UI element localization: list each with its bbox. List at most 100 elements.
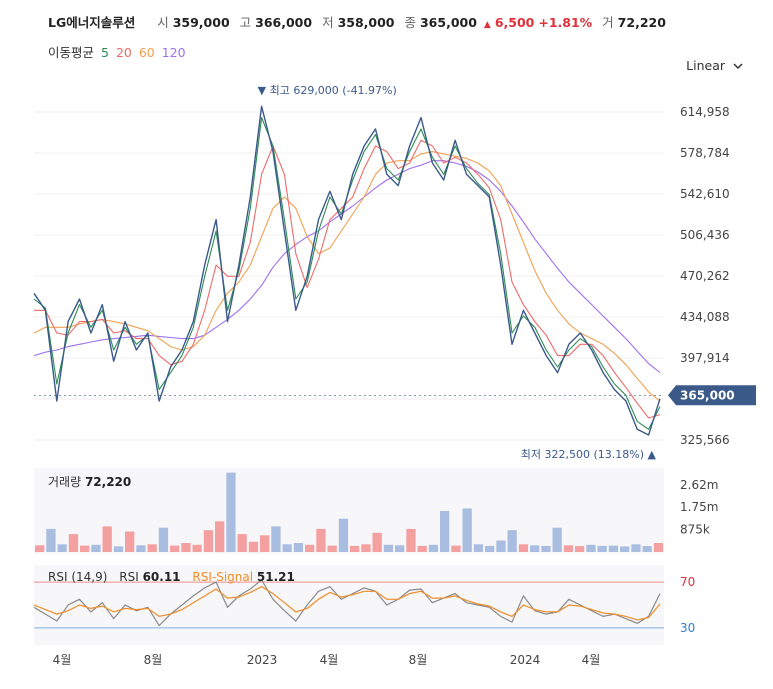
price-tick-label: 434,088 (680, 310, 730, 324)
volume-panel-value: 72,220 (84, 475, 132, 489)
rsi-signal-value: 51.21 (256, 570, 295, 584)
volume-value: 72,220 (617, 15, 666, 30)
volume-bar (226, 472, 236, 552)
current-price-value: 365,000 (680, 388, 735, 402)
x-tick-label: 2024 (510, 653, 541, 667)
volume-bar (316, 528, 326, 552)
scale-selector[interactable]: Linear (686, 58, 743, 73)
volume-panel-label: 거래량 (48, 475, 82, 489)
close-label: 종 (404, 15, 416, 30)
volume-bar (631, 544, 641, 552)
volume-bar (496, 540, 506, 552)
stock-name: LG에너지솔루션 (48, 15, 136, 30)
x-tick-label: 4월 (53, 653, 72, 667)
volume-bar (215, 521, 225, 553)
x-tick-label: 4월 (582, 653, 601, 667)
open-value: 359,000 (172, 15, 230, 30)
volume-bar (530, 545, 540, 552)
moving-average-legend[interactable]: 이동평균 5 20 60 120 (48, 42, 189, 61)
volume-bar (203, 530, 214, 552)
volume-bar (586, 544, 596, 552)
volume-bar (451, 545, 461, 552)
series-line-MA5 (33, 117, 661, 430)
volume-bar (473, 544, 484, 552)
rsi-signal-label: RSI-Signal (192, 570, 254, 584)
volume-bar (440, 511, 450, 552)
volume-bar (361, 544, 371, 552)
volume-bar (158, 527, 169, 552)
volume-bar (608, 545, 619, 552)
volume-y-axis: 2.62m 1.75m 875k (680, 478, 718, 537)
volume-bar (181, 543, 191, 552)
rsi-panel-bg (34, 565, 664, 645)
volume-bar (428, 544, 439, 552)
volume-bar (563, 545, 574, 552)
price-extremes: ▼ 최고 629,000 (-41.97%) 최저 322,500 (13.18%… (258, 84, 657, 461)
price-header: LG에너지솔루션 시 359,000 고 366,000 저 358,000 종… (48, 12, 666, 31)
volume-bar (350, 545, 360, 552)
volume-bar (260, 535, 270, 552)
volume-label: 거 (602, 15, 614, 30)
up-triangle-icon: ▲ (483, 20, 491, 30)
volume-bar (653, 543, 664, 552)
ma-period-5: 5 (101, 45, 109, 60)
price-tick-label: 614,958 (680, 105, 730, 119)
volume-bar (383, 544, 394, 552)
volume-bar (406, 528, 416, 552)
rsi-lines (33, 578, 661, 627)
volume-bar (642, 546, 652, 552)
volume-bar (597, 545, 607, 552)
series-line-MA20 (34, 139, 661, 419)
volume-bar (125, 531, 135, 552)
volume-bar (293, 543, 304, 552)
price-tick-label: 506,436 (680, 228, 730, 242)
low-value: 358,000 (337, 15, 395, 30)
current-price-tag: 365,000 (34, 385, 756, 406)
volume-bar (282, 544, 292, 552)
change-value: 6,500 (494, 15, 535, 30)
volume-bar (462, 508, 472, 552)
chevron-down-icon (733, 63, 743, 70)
volume-bar (372, 532, 382, 552)
volume-bar (35, 545, 45, 552)
volume-bar (338, 518, 349, 552)
current-price-badge (668, 385, 756, 406)
high-label: 고 (239, 15, 252, 30)
x-tick-label: 8월 (409, 653, 428, 667)
series-line-MA60 (33, 151, 661, 402)
rsi-levels: 70 30 (34, 575, 695, 635)
rsi-params: (14,9) (71, 570, 108, 584)
volume-bar (113, 546, 124, 552)
volume-bar (102, 526, 112, 552)
min-price-label: 최저 322,500 (13.18%) ▲ (521, 448, 657, 461)
rsi-level-label: 70 (680, 575, 695, 589)
ma-period-60: 60 (138, 45, 155, 60)
volume-bar (46, 528, 56, 552)
close-value: 365,000 (419, 15, 477, 30)
volume-bar (620, 546, 630, 552)
volume-bar (552, 527, 562, 552)
volume-bar (136, 545, 146, 552)
x-tick-label: 2023 (247, 653, 278, 667)
volume-bar (507, 530, 517, 552)
volume-bar (541, 545, 551, 552)
open-label: 시 (157, 15, 169, 30)
rsi-panel-label: RSI (48, 570, 68, 584)
ma-period-20: 20 (115, 45, 132, 60)
price-tick-label: 578,784 (680, 146, 730, 160)
change-percent: +1.81% (538, 15, 593, 30)
price-grid (34, 111, 664, 441)
volume-bar (327, 545, 337, 552)
volume-title: 거래량 72,220 (48, 473, 131, 490)
rsi-level-label: 30 (680, 621, 695, 635)
volume-bars (35, 472, 664, 553)
volume-bar (248, 541, 259, 553)
rsi-label: RSI (119, 570, 139, 584)
price-tick-label: 470,262 (680, 269, 730, 283)
volume-bar (395, 545, 405, 552)
rsi-title: RSI (14,9) RSI 60.11 RSI-Signal 51.21 (48, 570, 295, 584)
ma-period-120: 120 (161, 45, 186, 60)
volume-tick-label: 875k (680, 523, 710, 537)
volume-bar (518, 544, 529, 552)
